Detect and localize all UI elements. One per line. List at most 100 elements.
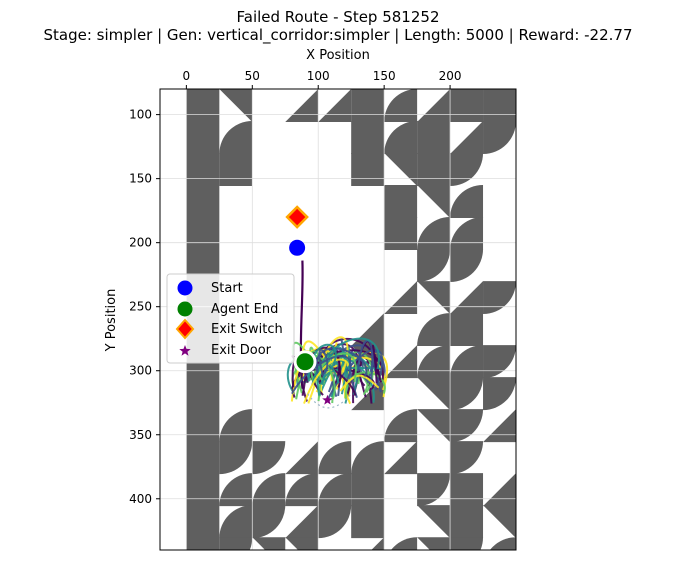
- wall-tile: [384, 185, 418, 219]
- wall-tile: [219, 473, 253, 507]
- wall-tile: [483, 345, 516, 379]
- trajectory-path: [311, 337, 380, 386]
- wall-tile: [483, 121, 516, 154]
- wall-tile: [417, 121, 451, 154]
- wall-tile: [417, 345, 451, 379]
- wall-tile: [417, 89, 451, 122]
- agent-end-marker: [293, 350, 317, 374]
- wall-tile: [252, 505, 286, 539]
- wall-tile: [219, 153, 253, 186]
- start-marker: [289, 239, 306, 256]
- wall-tile: [285, 473, 319, 507]
- wall-tile: [483, 281, 516, 315]
- wall-tile: [351, 505, 385, 539]
- agent-trajectories: [286, 260, 389, 409]
- wall-tile: [483, 409, 516, 443]
- y-tick-label: 200: [129, 236, 152, 250]
- wall-tile: [219, 505, 253, 539]
- wall-tile: [384, 345, 418, 379]
- wall-tile: [384, 409, 418, 443]
- wall-tile: [417, 249, 451, 283]
- wall-tile: [384, 217, 418, 251]
- legend: Start Agent End Exit Switch Exit Door: [166, 273, 295, 364]
- legend-start-label: Start: [211, 281, 243, 296]
- wall-tile: [450, 441, 484, 475]
- wall-tile: [252, 473, 286, 507]
- wall-tile: [219, 89, 253, 122]
- wall-tile: [219, 537, 253, 550]
- wall-tile: [450, 313, 484, 347]
- wall-tile: [450, 473, 484, 507]
- wall-tile: [351, 153, 385, 186]
- wall-tile: [384, 441, 418, 475]
- wall-tile: [450, 377, 484, 411]
- legend-box: [166, 273, 295, 364]
- wall-tile: [450, 345, 484, 379]
- wall-tile: [417, 377, 451, 411]
- y-tick-label: 400: [129, 492, 152, 506]
- wall-tile: [384, 89, 418, 122]
- exit-switch-marker: [285, 205, 309, 229]
- legend-exit-switch-label: Exit Switch: [211, 322, 283, 337]
- wall-tile: [417, 473, 451, 507]
- wall-tile: [252, 441, 286, 475]
- y-ticks: 100 150 200 250 300 350 400: [129, 108, 160, 506]
- trajectory-path: [307, 393, 352, 409]
- y-tick-label: 150: [129, 172, 152, 186]
- wall-tile: [417, 185, 451, 219]
- wall-tile: [490, 537, 516, 550]
- chart-title: Failed Route - Step 581252: [237, 8, 440, 26]
- wall-tile: [483, 505, 516, 539]
- wall-tile: [483, 89, 516, 122]
- y-axis-label: Y Position: [104, 289, 119, 353]
- wall-tile: [450, 537, 484, 550]
- wall-tile: [450, 185, 484, 219]
- wall-tile: [318, 441, 352, 475]
- trajectory-path: [291, 355, 352, 395]
- wall-tile: [351, 473, 385, 507]
- trajectory-path: [303, 358, 349, 404]
- wall-tile: [417, 409, 451, 443]
- wall-tile: [450, 217, 484, 251]
- wall-tile: [417, 505, 451, 539]
- trajectory-path: [315, 347, 368, 378]
- wall-tile: [450, 249, 484, 283]
- trajectory-path: [325, 348, 384, 402]
- exit-door-marker: [322, 394, 333, 405]
- wall-tile: [318, 473, 352, 507]
- legend-agent-end-label: Agent End: [211, 302, 278, 317]
- wall-tile: [351, 441, 385, 475]
- x-ticks: 0 50 100 150 200: [183, 69, 462, 89]
- legend-exit-door-label: Exit Door: [211, 343, 272, 358]
- wall-tile: [483, 377, 516, 411]
- wall-tile: [285, 537, 319, 550]
- y-tick-label: 250: [129, 300, 152, 314]
- wall-tile: [417, 313, 451, 347]
- wall-tile: [450, 281, 484, 315]
- x-tick-label: 50: [245, 69, 260, 83]
- y-tick-label: 300: [129, 364, 152, 378]
- wall-tile: [384, 281, 418, 315]
- wall-tile: [285, 505, 319, 539]
- wall-tile: [450, 505, 484, 539]
- wall-tile: [371, 537, 385, 550]
- x-tick-label: 100: [307, 69, 330, 83]
- trajectory-path: [339, 374, 380, 392]
- chart-subtitle: Stage: simpler | Gen: vertical_corridor:…: [44, 26, 633, 45]
- wall-tiles: [186, 89, 516, 550]
- wall-tile: [417, 537, 451, 550]
- legend-agent-end-icon: [177, 301, 193, 317]
- wall-tile: [450, 121, 484, 154]
- x-tick-label: 150: [373, 69, 396, 83]
- wall-tile: [219, 441, 253, 475]
- trajectory-path: [357, 339, 374, 383]
- wall-tile: [318, 505, 352, 539]
- wall-tile: [285, 89, 319, 122]
- y-tick-label: 100: [129, 108, 152, 122]
- wall-tile: [417, 153, 451, 186]
- trajectory-path: [318, 348, 329, 377]
- legend-start-icon: [177, 280, 193, 296]
- wall-tile: [450, 153, 484, 186]
- wall-tile: [384, 121, 418, 154]
